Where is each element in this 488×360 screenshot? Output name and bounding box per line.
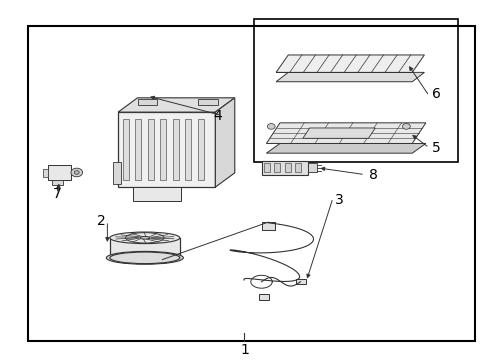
Circle shape [402, 123, 409, 129]
Ellipse shape [110, 232, 180, 244]
Bar [160, 119, 166, 180]
Circle shape [74, 171, 79, 174]
Ellipse shape [106, 251, 183, 264]
Polygon shape [266, 123, 425, 144]
Text: 8: 8 [368, 168, 377, 181]
Text: 7: 7 [53, 187, 61, 201]
Text: 2: 2 [97, 214, 105, 228]
Bar [118, 112, 215, 187]
Ellipse shape [110, 252, 180, 264]
Polygon shape [302, 128, 374, 138]
Bar [294, 163, 301, 172]
Polygon shape [215, 98, 234, 187]
Bar [198, 99, 217, 105]
Text: 3: 3 [334, 193, 343, 207]
Polygon shape [266, 144, 425, 153]
Bar [28, 26, 474, 341]
Bar [259, 294, 268, 300]
Bar [132, 187, 181, 201]
Bar [307, 163, 317, 172]
Circle shape [71, 168, 82, 177]
Ellipse shape [140, 237, 149, 239]
Bar [113, 162, 120, 184]
Bar [261, 222, 275, 230]
Bar [137, 99, 157, 105]
Bar [261, 161, 307, 175]
Circle shape [267, 123, 275, 129]
Bar [185, 119, 191, 180]
Bar [43, 169, 48, 177]
Bar [295, 279, 305, 284]
Polygon shape [276, 55, 424, 72]
Polygon shape [276, 72, 424, 82]
Bar [198, 119, 203, 180]
Bar [110, 238, 180, 258]
Bar [264, 163, 269, 172]
Text: 6: 6 [431, 87, 440, 101]
Bar [47, 165, 71, 180]
Text: 4: 4 [213, 109, 222, 123]
Bar [254, 19, 458, 162]
Bar [135, 119, 141, 180]
Text: 5: 5 [431, 141, 440, 155]
Bar [122, 119, 128, 180]
Polygon shape [118, 98, 234, 112]
Bar [274, 163, 280, 172]
Bar [52, 180, 63, 185]
Bar [284, 163, 290, 172]
Text: 1: 1 [240, 343, 248, 357]
Bar [148, 119, 153, 180]
Bar [173, 119, 179, 180]
